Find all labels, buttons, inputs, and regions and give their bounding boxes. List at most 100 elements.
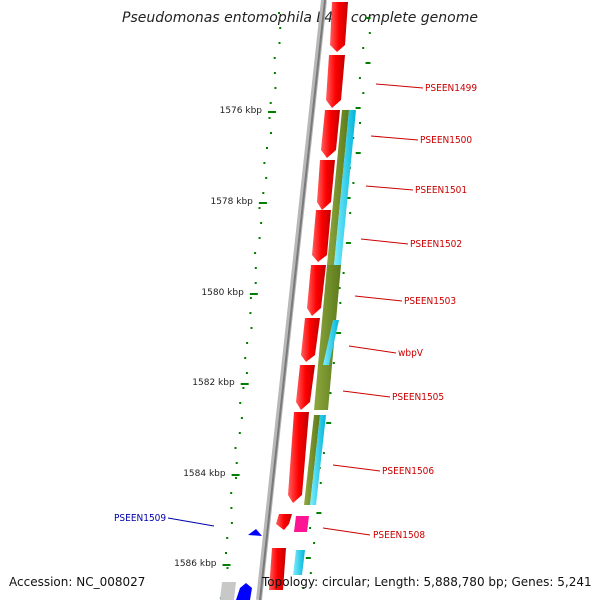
gc-dot <box>250 327 253 329</box>
gc-dot <box>246 342 249 344</box>
map-title: Pseudomonas entomophila L48, complete ge… <box>122 10 478 26</box>
gc-dot <box>302 587 305 589</box>
cog-olive-block <box>304 415 320 505</box>
gc-dot <box>230 522 233 524</box>
pink-cds <box>294 516 309 532</box>
cds-arrow <box>321 110 340 158</box>
gene-label-pseen1505: PSEEN1505 <box>392 392 444 403</box>
gc-dot <box>332 362 335 364</box>
backbone <box>256 0 327 600</box>
gc-dot <box>345 197 351 199</box>
cds-arrow <box>307 265 326 316</box>
gc-dot <box>305 557 311 559</box>
cds-arrow <box>330 2 348 52</box>
gc-content-dots <box>219 12 282 599</box>
kbp-label: 1586 kbp <box>174 559 217 569</box>
kbp-ticks: 1576 kbp 1578 kbp 1580 kbp 1582 kbp 1584 kbp… <box>174 106 276 569</box>
gc-dot <box>358 77 361 79</box>
cog-cyan-block <box>310 415 326 505</box>
gene-label-pseen1508: PSEEN1508 <box>373 530 425 541</box>
gc-dot <box>322 452 325 454</box>
gc-dot <box>278 12 280 14</box>
gc-dot <box>226 567 229 569</box>
gc-dot <box>263 162 266 164</box>
cds-arrow <box>276 514 292 530</box>
gc-dot <box>230 507 233 509</box>
gc-dot <box>258 237 261 239</box>
cog-cyan-block <box>334 110 356 265</box>
gc-dot <box>270 132 272 134</box>
gc-dot <box>249 297 252 299</box>
gc-dot <box>249 312 252 314</box>
cds-arrow <box>288 412 309 503</box>
gc-dot <box>235 477 237 479</box>
gc-dot <box>309 527 312 529</box>
gc-dot <box>339 302 342 304</box>
gc-dot <box>254 267 257 269</box>
gene-label-pseen1502: PSEEN1502 <box>410 239 462 250</box>
gc-dot <box>274 87 277 89</box>
gc-dot <box>365 62 371 64</box>
gc-dot <box>365 17 371 19</box>
gc-dot <box>329 392 332 394</box>
gene-label-pseen1509: PSEEN1509 <box>114 513 166 524</box>
gene-label-pseen1501: PSEEN1501 <box>415 185 467 196</box>
gc-dot <box>260 222 263 224</box>
kbp-label: 1582 kbp <box>192 378 235 388</box>
gc-dot <box>355 107 361 109</box>
cds-arrow <box>312 210 331 262</box>
reverse-cds-track <box>220 529 262 600</box>
gene-label-wbpv: wbpV <box>398 348 424 359</box>
cds-arrow <box>296 365 315 410</box>
genome-summary: Topology: circular; Length: 5,888,780 bp… <box>262 575 592 589</box>
kbp-tick <box>258 202 267 204</box>
gc-dot <box>240 417 243 419</box>
gc-dot <box>244 357 247 359</box>
gc-dot <box>362 92 365 94</box>
gc-dot <box>278 42 281 44</box>
gc-dot <box>352 182 355 184</box>
gc-dot <box>245 372 248 374</box>
gc-dot <box>226 537 229 539</box>
cds-arrow <box>326 55 345 108</box>
gc-dot <box>273 57 276 59</box>
gene-labels: PSEEN1499 PSEEN1500 PSEEN1501 PSEEN1502 … <box>114 83 477 541</box>
gc-dot <box>242 387 245 389</box>
gc-dot <box>355 152 361 154</box>
cds-arrow <box>301 318 320 362</box>
gc-dot <box>345 242 351 244</box>
gc-dot <box>349 212 352 214</box>
kbp-label: 1578 kbp <box>210 197 253 207</box>
gc-dot <box>254 252 257 254</box>
gene-label-pseen1500: PSEEN1500 <box>420 135 472 146</box>
kbp-tick <box>249 293 258 295</box>
gc-dot <box>368 32 371 34</box>
gc-dot <box>309 572 312 574</box>
gc-dot <box>225 552 227 554</box>
gc-dot <box>262 192 265 194</box>
reverse-cds-arrow <box>248 529 262 536</box>
kbp-label: 1584 kbp <box>183 469 226 479</box>
gc-dot <box>279 27 282 29</box>
cds-arrow <box>269 548 286 590</box>
gc-dot <box>268 117 271 119</box>
cog-olive-block <box>327 110 349 265</box>
gc-dot <box>313 542 316 544</box>
gc-dot <box>230 492 233 494</box>
kbp-tick <box>231 474 240 476</box>
reverse-cds-arrow <box>236 583 252 600</box>
grey-block <box>220 582 236 600</box>
cog-track <box>293 110 356 575</box>
gc-dot <box>342 272 345 274</box>
gc-dot <box>316 512 322 514</box>
kbp-tick <box>240 383 249 385</box>
cds-arrow <box>317 160 335 210</box>
gc-dot <box>359 122 361 124</box>
gc-dot <box>254 282 257 284</box>
gc-dot <box>336 332 342 334</box>
kbp-tick <box>222 564 231 566</box>
gc-dot <box>362 47 365 49</box>
kbp-tick <box>268 111 276 113</box>
gc-dot <box>269 102 272 104</box>
